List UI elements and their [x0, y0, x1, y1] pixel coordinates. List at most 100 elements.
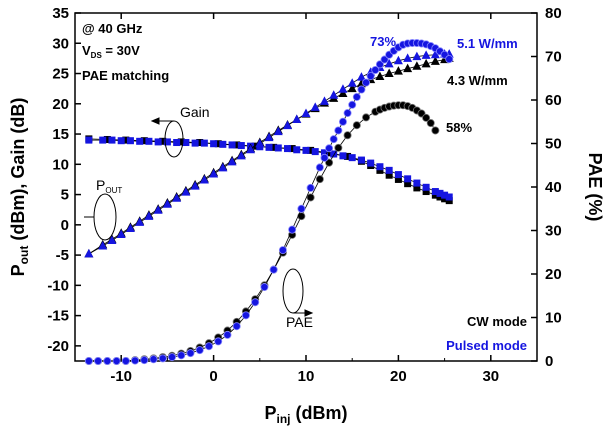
data-point	[367, 159, 375, 167]
x-tick-label: 30	[482, 368, 499, 385]
data-point	[122, 136, 130, 144]
data-point	[232, 322, 241, 331]
data-point	[412, 61, 422, 70]
data-point	[196, 139, 204, 147]
data-point	[352, 92, 361, 101]
data-point	[103, 135, 111, 143]
data-point	[352, 121, 361, 130]
data-point	[329, 135, 338, 144]
data-point	[436, 193, 444, 201]
y-tick-label: 15	[52, 126, 69, 143]
data-point	[227, 156, 237, 166]
data-point	[264, 132, 274, 142]
data-point	[371, 65, 380, 74]
data-point	[362, 113, 371, 122]
data-point	[209, 168, 219, 178]
x-tick-label: -10	[110, 368, 132, 385]
data-point	[320, 153, 329, 162]
data-point	[348, 154, 356, 162]
data-point	[94, 356, 103, 365]
series-line	[88, 53, 450, 255]
y-tick-label: 25	[52, 66, 69, 83]
data-point	[376, 163, 384, 171]
y2-tick-label: 30	[545, 223, 562, 240]
legend-pulsed: Pulsed mode	[446, 338, 527, 353]
y-tick-label: -20	[47, 338, 69, 355]
data-point	[84, 356, 93, 365]
data-point	[121, 356, 130, 365]
x-tick-label: 0	[209, 368, 217, 385]
data-point	[325, 144, 334, 153]
matching-annotation: PAE matching	[82, 68, 169, 83]
pout-curve-label: POUT	[96, 177, 122, 195]
y-tick-label: 30	[52, 35, 69, 52]
pout-pulsed-label: 5.1 W/mm	[457, 36, 518, 51]
data-point	[149, 355, 158, 364]
data-point	[246, 144, 256, 154]
frequency-annotation: @ 40 GHz	[82, 21, 143, 36]
data-point	[362, 78, 371, 87]
data-point	[260, 283, 269, 292]
data-point	[126, 137, 134, 145]
pae-arrowhead	[304, 309, 314, 317]
data-point	[237, 142, 245, 150]
data-point	[306, 193, 315, 202]
data-point	[306, 183, 315, 192]
data-point	[426, 119, 435, 128]
data-point	[168, 353, 177, 362]
data-point	[431, 126, 440, 135]
data-point	[385, 166, 393, 174]
data-point	[177, 138, 185, 146]
data-point	[214, 337, 223, 346]
y2-tick-label: 80	[545, 5, 562, 22]
data-point	[445, 193, 453, 201]
data-point	[325, 149, 333, 157]
data-point	[186, 349, 195, 358]
data-point	[274, 144, 282, 152]
y-axis-title: Pout (dBm), Gain (dB)	[8, 98, 31, 277]
data-point	[431, 191, 439, 199]
data-point	[199, 175, 209, 184]
data-point	[394, 175, 402, 183]
data-point	[343, 131, 352, 140]
data-point	[403, 63, 413, 73]
data-point	[153, 205, 163, 214]
data-point	[430, 56, 440, 65]
data-point	[173, 139, 181, 147]
y-tick-label: -15	[47, 308, 69, 325]
data-point	[125, 223, 135, 232]
pae-peak-pulsed-label: 73%	[370, 34, 396, 49]
data-point	[136, 137, 144, 145]
y2-tick-label: 60	[545, 92, 562, 109]
data-point	[302, 146, 310, 154]
data-point	[384, 68, 394, 78]
y-tick-label: 35	[52, 5, 69, 22]
data-point	[218, 162, 228, 172]
data-point	[204, 342, 213, 351]
y2-tick-label: 70	[545, 49, 562, 66]
data-point	[98, 241, 108, 250]
y2-tick-label: 20	[545, 266, 562, 283]
callouts	[84, 117, 314, 317]
data-point	[403, 53, 413, 62]
data-point	[273, 126, 283, 136]
data-point	[413, 184, 421, 192]
y-tick-label: 5	[61, 187, 69, 204]
gain-arrowhead	[150, 117, 160, 125]
data-point	[195, 346, 204, 355]
data-point	[241, 311, 250, 320]
data-point	[265, 143, 273, 151]
data-point	[422, 113, 431, 122]
data-point	[325, 158, 334, 167]
legend-cw: CW mode	[467, 314, 527, 329]
data-point	[310, 102, 320, 111]
data-point	[162, 199, 172, 208]
series-gain-pulsed	[85, 136, 453, 201]
y2-tick-label: 50	[545, 136, 562, 153]
data-point	[315, 175, 324, 184]
data-point	[334, 143, 343, 152]
data-point	[366, 72, 375, 81]
data-point	[412, 51, 422, 61]
data-point	[338, 84, 348, 93]
data-point	[338, 117, 347, 126]
